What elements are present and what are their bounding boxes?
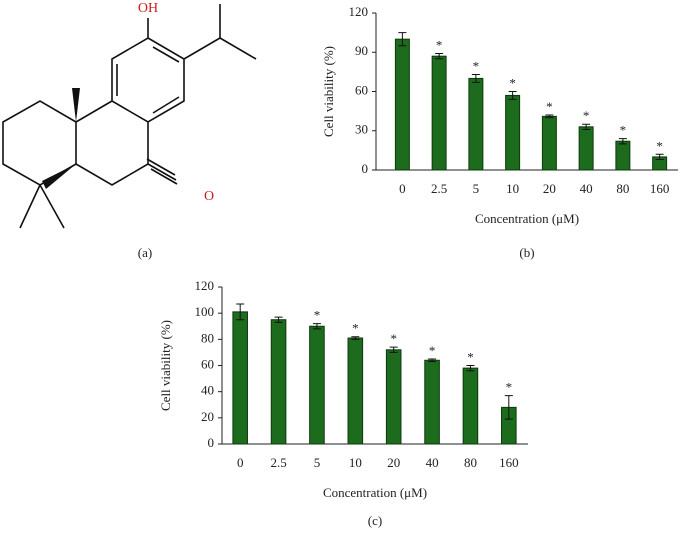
x-tick-label: 80	[616, 181, 629, 196]
x-tick-label: 40	[580, 181, 593, 196]
significance-mark: *	[583, 108, 590, 123]
significance-mark: *	[506, 380, 513, 395]
panel-caption: (a)	[138, 245, 152, 260]
error-bar	[236, 303, 245, 321]
y-axis-label: Cell viability (%)	[158, 320, 173, 411]
significance-mark: *	[473, 58, 480, 73]
y-tick-label: 0	[362, 161, 369, 176]
x-tick-label: 160	[499, 455, 519, 470]
error-bar	[504, 395, 513, 420]
x-tick-label: 10	[506, 181, 519, 196]
chemical-structure: OH O (a)	[2, 1, 257, 260]
error-bar	[471, 73, 480, 83]
bar	[462, 367, 479, 445]
y-tick-label: 60	[201, 356, 214, 371]
error-bar	[274, 316, 283, 323]
error-bar	[508, 91, 517, 100]
error-bar	[398, 32, 407, 47]
bar-chart: 0 30 60 90 120 0 2.5 * 5 * 10 * 20 * 40 * 80 * 160 * Cell vi…	[321, 4, 678, 260]
y-tick-label: 80	[201, 330, 214, 345]
error-bar	[655, 153, 664, 161]
y-tick-label: 60	[355, 82, 368, 97]
x-tick-label: 40	[426, 455, 439, 470]
bonds	[2, 4, 257, 229]
error-bar	[466, 365, 475, 372]
bar	[541, 115, 557, 171]
error-bar	[351, 336, 360, 340]
wedge	[72, 88, 80, 122]
x-tick-label: 5	[314, 455, 321, 470]
y-tick-label: 20	[201, 409, 214, 424]
bar-chart: 0 20 40 60 80 100 120 0 2.5 5 * 10 * 20 * 40 * 80 * 160 * Cel…	[158, 278, 528, 528]
x-axis-label: Concentration (μM)	[323, 485, 427, 500]
significance-mark: *	[467, 349, 474, 364]
error-bar	[618, 138, 627, 145]
y-axis-label: Cell viability (%)	[321, 46, 336, 137]
x-tick-label: 80	[464, 455, 477, 470]
y-tick-label: 30	[355, 122, 368, 137]
error-bar	[582, 123, 591, 130]
x-tick-label: 2.5	[431, 181, 447, 196]
bar	[232, 311, 248, 445]
significance-mark: *	[509, 75, 516, 90]
bar	[578, 126, 594, 171]
x-tick-label: 5	[473, 181, 480, 196]
y-tick-label: 90	[355, 43, 368, 58]
x-axis-label: Concentration (μM)	[475, 211, 579, 226]
bar	[347, 337, 364, 445]
significance-mark: *	[390, 331, 397, 346]
significance-mark: *	[352, 321, 359, 336]
error-bar	[545, 114, 554, 119]
x-tick-label: 0	[237, 455, 244, 470]
y-tick-label: 120	[195, 278, 215, 293]
error-bar	[312, 323, 321, 330]
bar	[309, 325, 325, 445]
bar	[394, 38, 410, 171]
y-tick-label: 120	[349, 4, 369, 19]
panel-caption: (c)	[368, 513, 382, 528]
significance-mark: *	[429, 343, 436, 358]
significance-mark: *	[546, 99, 553, 114]
x-tick-label: 10	[349, 455, 362, 470]
significance-mark: *	[436, 38, 443, 53]
x-tick-label: 2.5	[270, 455, 286, 470]
significance-mark: *	[620, 123, 627, 138]
atom-label: O	[204, 189, 214, 204]
y-tick-label: 0	[208, 435, 215, 450]
wedge	[42, 164, 76, 189]
x-tick-label: 20	[543, 181, 556, 196]
bar	[505, 94, 521, 171]
error-bar	[435, 53, 444, 60]
panel-caption: (b)	[519, 245, 534, 260]
atom-label: OH	[138, 1, 158, 16]
x-tick-label: 0	[399, 181, 406, 196]
bar	[615, 140, 631, 171]
bar	[424, 359, 440, 445]
error-bar	[428, 358, 437, 363]
double-bonds	[116, 46, 180, 185]
bar	[270, 319, 287, 445]
significance-mark: *	[314, 308, 321, 323]
bar	[385, 349, 402, 445]
bar	[431, 55, 447, 171]
x-tick-label: 160	[650, 181, 670, 196]
error-bar	[389, 346, 398, 353]
y-tick-label: 40	[201, 383, 214, 398]
y-tick-label: 100	[195, 304, 215, 319]
bar	[468, 77, 484, 171]
significance-mark: *	[656, 138, 663, 153]
x-tick-label: 20	[387, 455, 400, 470]
